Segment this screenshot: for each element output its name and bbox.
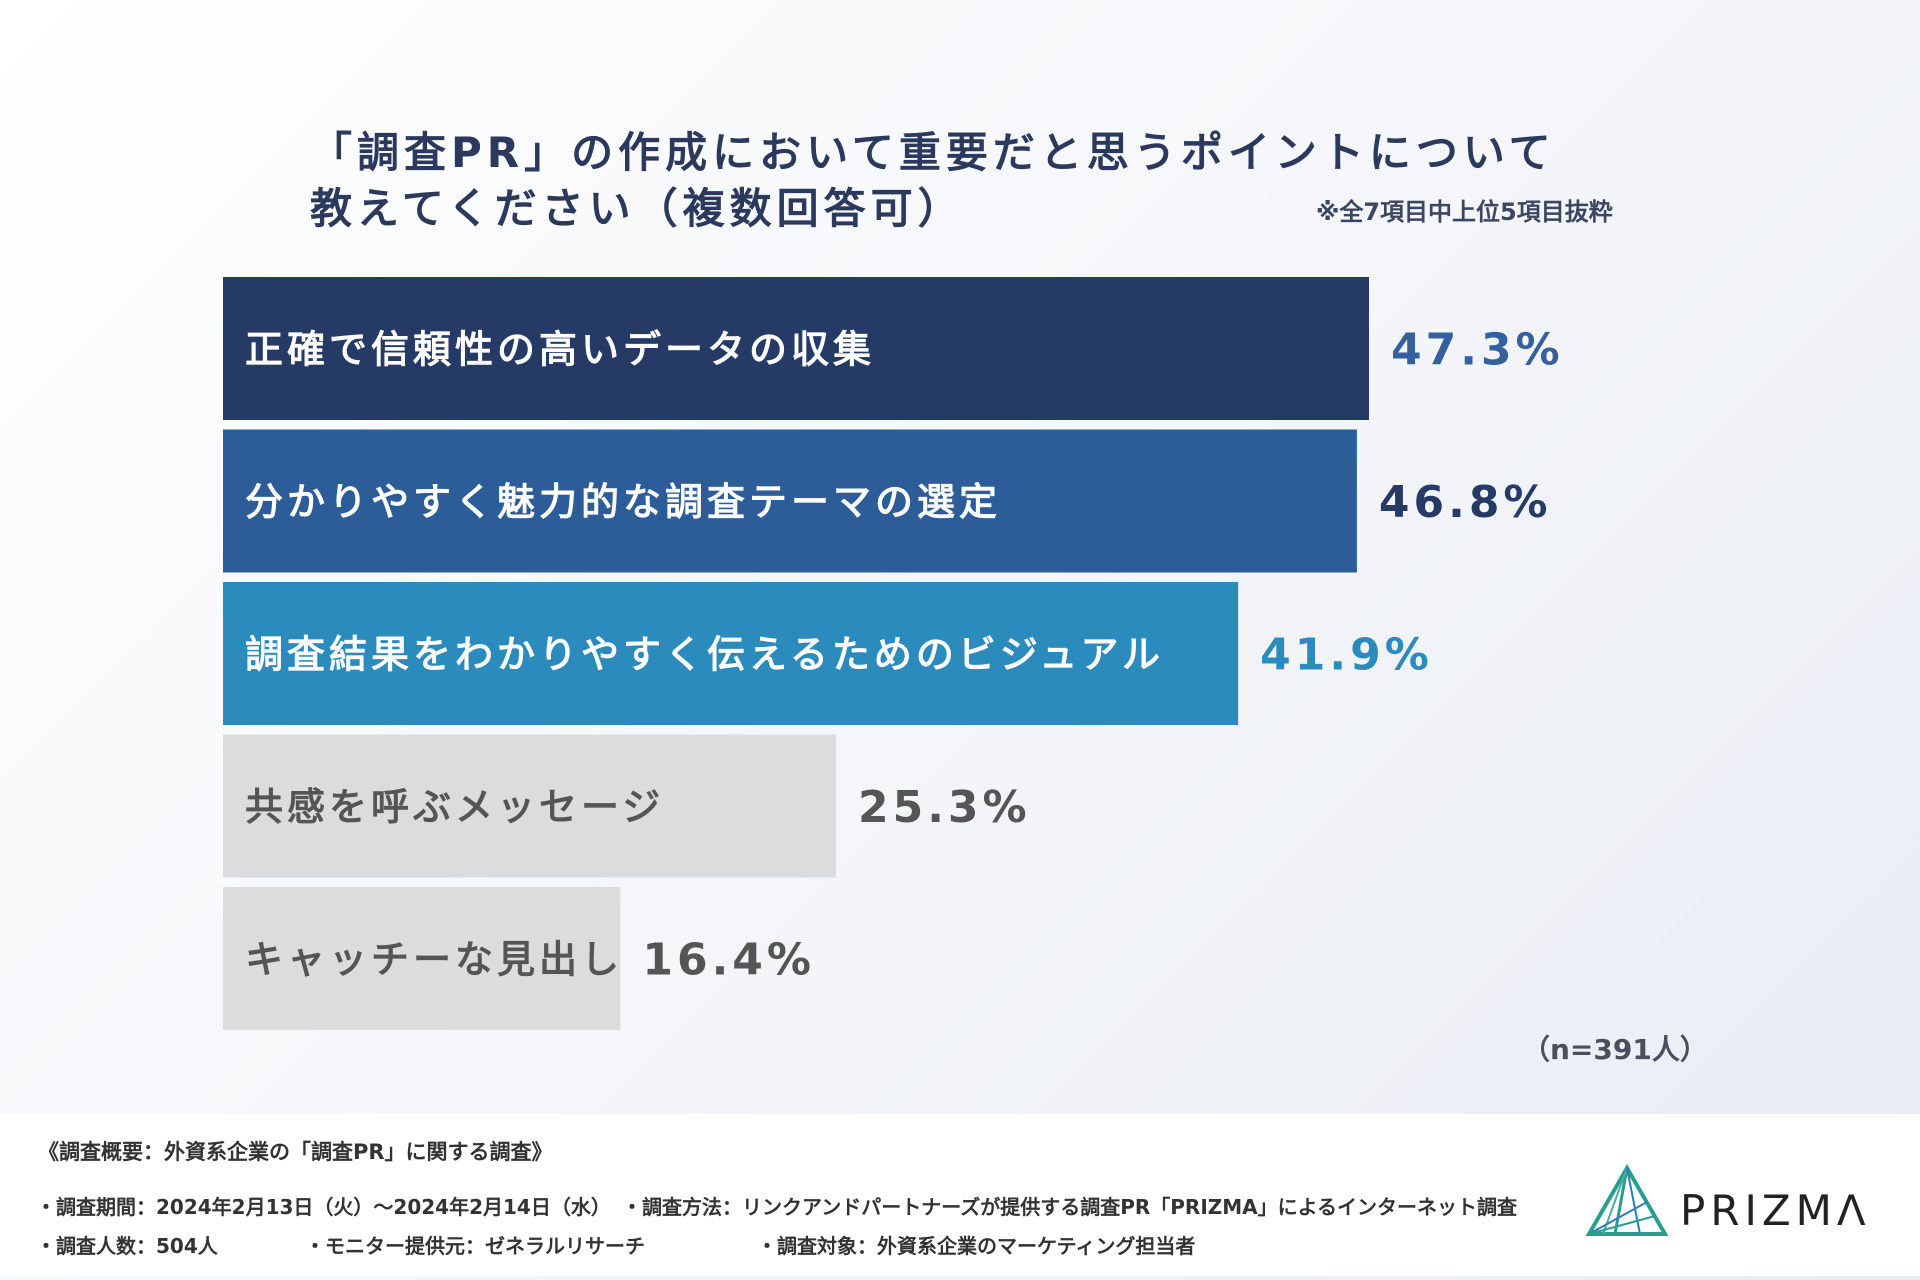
chart-title-line1: 「調査PR」の作成において重要だと思うポイントについて — [310, 128, 1556, 177]
bar-value-2: 46.8% — [1379, 477, 1552, 528]
logo-text: PRIZMΛ — [1680, 1186, 1871, 1235]
bar-label-2: 分かりやすく魅力的な調査テーマの選定 — [245, 480, 1001, 524]
bar-chart: 正確で信頼性の高いデータの収集 47.3% 分かりやすく魅力的な調査テーマの選定 46… — [223, 277, 1564, 1030]
chart-title: 「調査PR」の作成において重要だと思うポイントについて 教えてください（複数回答… — [310, 125, 1556, 237]
sample-size-label: （n=391人） — [1522, 1033, 1708, 1066]
bar-label-3: 調査結果をわかりやすく伝えるためのビジュアル — [245, 633, 1164, 677]
bar-4 — [223, 734, 836, 878]
bar-value-3: 41.9% — [1260, 630, 1433, 681]
chart-title-line2: 教えてください（複数回答可） — [310, 184, 965, 233]
bar-value-1: 47.3% — [1391, 325, 1564, 376]
survey-target: ・調査対象：外資系企業のマーケティング担当者 — [757, 1234, 1196, 1258]
survey-footer: 《調査概要：外資系企業の「調査PR」に関する調査》 ・調査期間：2024年2月1… — [0, 1114, 1920, 1276]
bar-1 — [223, 277, 1369, 420]
survey-provider: ・モニター提供元：ゼネラルリサーチ — [305, 1234, 645, 1258]
bar-value-5: 16.4% — [642, 935, 815, 986]
bar-3 — [223, 582, 1239, 725]
survey-count: ・調査人数：504人 — [36, 1234, 218, 1258]
prism-triangle-icon — [1585, 1164, 1669, 1236]
chart-note: ※全7項目中上位5項目抜粋 — [1316, 198, 1613, 226]
bar-value-4: 25.3% — [858, 782, 1031, 833]
survey-method: ・調査方法：リンクアンドパートナーズが提供する調査PR「PRIZMA」によるイン… — [622, 1195, 1518, 1219]
bar-2 — [223, 429, 1357, 573]
bar-5 — [223, 887, 621, 1030]
bar-label-4: 共感を呼ぶメッセージ — [245, 785, 664, 829]
survey-overview-title: 《調査概要：外資系企業の「調査PR」に関する調査》 — [38, 1140, 553, 1164]
bar-label-1: 正確で信頼性の高いデータの収集 — [245, 328, 875, 372]
survey-period: ・調査期間：2024年2月13日（火）～2024年2月14日（水） — [36, 1195, 611, 1219]
bar-label-5: キャッチーな見出し — [245, 938, 623, 982]
